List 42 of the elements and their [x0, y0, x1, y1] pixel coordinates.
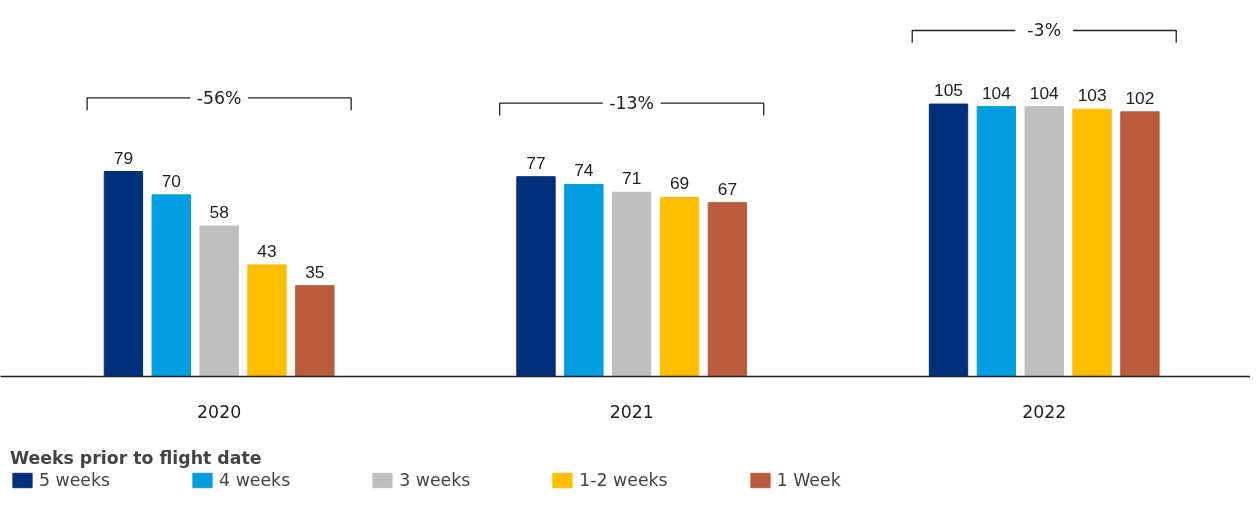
- bar: [1024, 106, 1064, 377]
- data-label: 43: [257, 240, 277, 261]
- bar: [1120, 111, 1160, 377]
- bar: [976, 106, 1017, 377]
- data-label: 79: [113, 147, 134, 168]
- bar: [928, 103, 969, 377]
- legend-label: 1-2 weeks: [579, 470, 668, 490]
- legend-label: 3 weeks: [399, 470, 471, 490]
- bar: [151, 194, 191, 377]
- data-label: 103: [1077, 85, 1107, 106]
- data-label: 67: [717, 178, 738, 199]
- data-label: 58: [209, 202, 229, 223]
- bar: [247, 264, 287, 377]
- data-label: 69: [669, 173, 690, 194]
- bar: [295, 285, 335, 377]
- x-tick-label: 2022: [1022, 401, 1067, 422]
- annotation: -56%: [196, 87, 242, 108]
- bar: [659, 196, 700, 377]
- bar: [707, 202, 748, 377]
- x-tick-label: 2020: [197, 401, 242, 422]
- bar: [103, 171, 144, 377]
- legend-label: 5 weeks: [39, 470, 111, 490]
- legend-label: 4 weeks: [219, 470, 291, 490]
- data-label: 74: [574, 160, 594, 181]
- data-label: 105: [934, 80, 963, 101]
- data-label: 70: [161, 170, 181, 191]
- data-label: 104: [981, 82, 1012, 103]
- bar: [564, 183, 604, 377]
- bar: [612, 191, 652, 377]
- bar: [199, 225, 239, 377]
- data-label: 102: [1125, 87, 1155, 108]
- data-label: 104: [1029, 82, 1060, 103]
- x-tick-label: 2021: [609, 401, 654, 422]
- text: -3%: [1027, 20, 1062, 41]
- legend-label: 1 Week: [776, 470, 841, 490]
- bar: [1072, 108, 1112, 377]
- data-label: 77: [526, 152, 546, 173]
- bar: [516, 176, 556, 377]
- data-label: 71: [622, 168, 642, 189]
- legend-title: Weeks prior to flight date: [10, 448, 263, 468]
- annotation: -13%: [609, 93, 655, 114]
- data-label: 35: [305, 261, 325, 282]
